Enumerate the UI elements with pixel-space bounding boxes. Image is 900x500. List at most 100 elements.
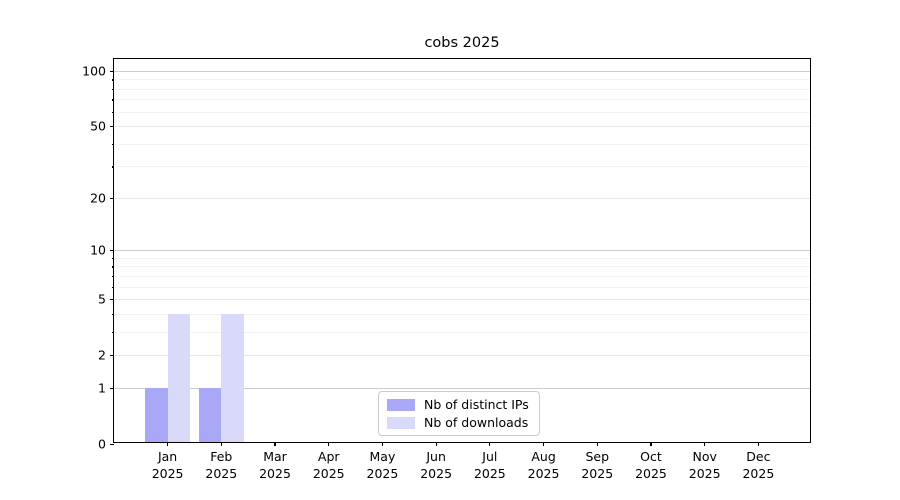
y-minor-tick [111, 275, 114, 278]
gridline-minor [114, 257, 810, 259]
y-tick [110, 355, 114, 357]
gridline-minor [114, 143, 810, 145]
x-label-year: 2025 [366, 465, 399, 481]
x-label-month: Dec [746, 449, 771, 464]
bar-distinct-ips [145, 387, 168, 443]
x-label-year: 2025 [473, 465, 506, 481]
y-minor-tick [111, 286, 114, 288]
x-label-year: 2025 [688, 465, 721, 481]
x-label-year: 2025 [151, 465, 184, 481]
gridline-minor [114, 111, 810, 113]
x-tick [650, 442, 652, 446]
x-label-year: 2025 [742, 465, 775, 481]
legend-swatch-downloads [387, 416, 415, 429]
x-label-month: Feb [210, 449, 233, 464]
gridline-minor [114, 79, 810, 81]
gridline-major [114, 197, 810, 199]
y-minor-tick [111, 313, 114, 316]
gridline-major [114, 126, 810, 128]
y-tick [110, 299, 114, 301]
x-label-month: Sep [585, 449, 610, 464]
gridline-major [114, 250, 810, 252]
bar-distinct-ips [198, 387, 222, 443]
gridline-minor [114, 166, 810, 168]
x-label-month: Jun [426, 449, 446, 464]
legend-label-downloads: Nb of downloads [424, 415, 529, 430]
gridline-minor [114, 99, 810, 101]
x-tick [596, 442, 598, 446]
gridline-minor [114, 266, 810, 268]
x-label-year: 2025 [312, 465, 345, 481]
x-label-month: Aug [531, 449, 556, 464]
y-tick [110, 387, 114, 390]
legend-item-downloads: Nb of downloads [387, 415, 529, 430]
x-tick-label: Jul 2025 [474, 449, 506, 483]
x-tick [757, 442, 759, 446]
x-tick-label: Jan 2025 [152, 449, 184, 483]
x-tick [704, 442, 706, 446]
x-label-year: 2025 [635, 465, 667, 481]
x-label-year: 2025 [259, 465, 291, 481]
chart-title: cobs 2025 [424, 35, 500, 51]
x-tick-label: Dec 2025 [742, 449, 774, 483]
x-tick [328, 442, 330, 446]
y-tick-label: 5 [98, 291, 106, 307]
y-minor-tick [111, 331, 114, 334]
x-tick-label: Apr 2025 [313, 449, 345, 483]
y-tick [110, 444, 114, 446]
gridline-major [114, 299, 810, 301]
y-minor-tick [111, 266, 114, 268]
x-label-month: May [369, 449, 396, 464]
x-tick-label: Jun 2025 [420, 449, 452, 483]
x-tick-label: Mar 2025 [259, 449, 291, 483]
x-label-year: 2025 [581, 465, 614, 481]
x-tick-label: Sep 2025 [581, 449, 613, 483]
y-minor-tick [111, 143, 114, 146]
y-tick-label: 50 [90, 118, 106, 134]
x-label-year: 2025 [205, 465, 238, 481]
bar-downloads [167, 313, 191, 443]
plot-area: 0 1 2 5 10 20 50 100 Jan 2025 Feb 2025 Mar 2025 Apr 202… [82, 58, 811, 481]
x-tick [274, 442, 276, 446]
y-minor-tick [111, 79, 114, 81]
x-tick [542, 442, 545, 446]
legend: Nb of distinct IPs Nb of downloads [378, 391, 540, 436]
y-tick-label: 2 [98, 347, 106, 363]
legend-swatch-distinct-ips [387, 398, 415, 411]
y-tick [110, 126, 114, 128]
x-label-month: Nov [692, 449, 717, 464]
gridline-major [114, 71, 810, 72]
gridline-major [114, 387, 810, 389]
y-tick-label: 20 [90, 190, 106, 206]
legend-label-distinct-ips: Nb of distinct IPs [424, 397, 529, 412]
y-tick [110, 71, 114, 73]
x-label-month: Mar [263, 449, 287, 464]
y-minor-tick [111, 88, 114, 91]
y-tick-label: 10 [90, 242, 106, 258]
y-minor-tick [111, 99, 114, 101]
x-tick [220, 442, 222, 446]
gridline-minor [114, 88, 810, 90]
gridline-minor [114, 331, 810, 333]
x-tick-label: Feb 2025 [205, 449, 237, 483]
x-tick [381, 442, 384, 446]
y-tick [110, 250, 114, 252]
x-tick [489, 442, 491, 446]
y-tick-label: 1 [98, 380, 106, 396]
x-tick-label: May 2025 [367, 449, 399, 483]
bar-downloads [221, 313, 244, 443]
x-label-month: Apr [317, 449, 340, 464]
x-label-month: Oct [640, 449, 662, 464]
legend-item-distinct-ips: Nb of distinct IPs [387, 397, 529, 412]
x-label-year: 2025 [527, 465, 560, 481]
x-tick-label: Nov 2025 [689, 449, 721, 483]
y-minor-tick [111, 166, 114, 168]
gridline-minor [114, 275, 810, 277]
y-tick [110, 197, 114, 200]
x-tick [435, 442, 437, 446]
gridline-minor [114, 286, 810, 288]
y-minor-tick [111, 257, 114, 260]
x-label-month: Jan [157, 449, 178, 464]
gridline-major [114, 355, 810, 357]
